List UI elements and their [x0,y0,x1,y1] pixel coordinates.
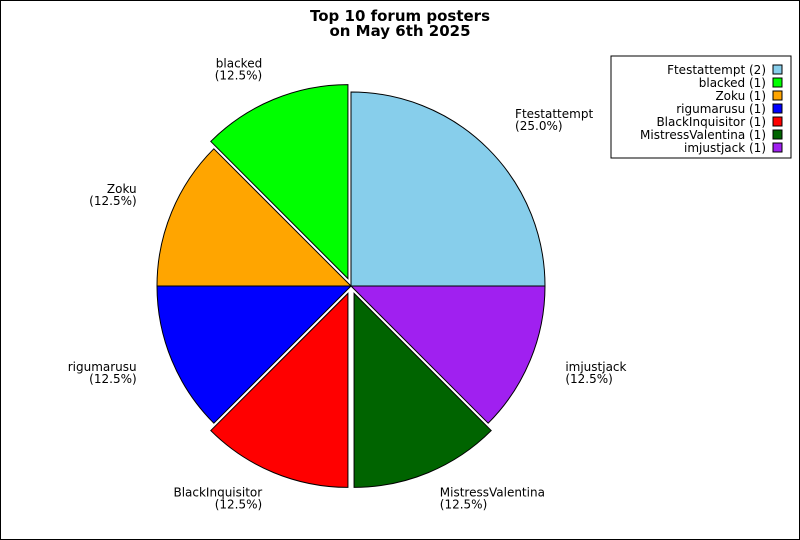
pie-slice-rigumarusu [156,285,353,424]
legend-label-ftestattempt: Ftestattempt (2) [667,63,766,77]
legend-label-blackinquisitor: BlackInquisitor (1) [656,115,766,129]
legend-items: Ftestattempt (2)blacked (1)Zoku (1)rigum… [640,63,783,155]
legend-box [610,55,792,159]
legend-swatch-rigumarusu [772,103,783,114]
legend-label-rigumarusu: rigumarusu (1) [676,102,766,116]
slice-label-rigumarusu: rigumarusu (12.5%) [68,360,137,386]
legend: Ftestattempt (2)blacked (1)Zoku (1)rigum… [610,55,792,159]
legend-swatch-blackinquisitor [772,116,783,127]
pie-slice-zoku [156,148,353,287]
legend-label-zoku: Zoku (1) [715,89,766,103]
legend-swatch-ftestattempt [772,64,783,75]
legend-label-imjustjack: imjustjack (1) [684,141,766,155]
legend-label-mistressvalentina: MistressValentina (1) [640,128,766,142]
slice-label-ftestattempt: Ftestattempt (25.0%) [515,107,593,133]
slice-label-imjustjack: imjustjack (12.5%) [565,360,626,386]
slice-label-blackinquisitor: BlackInquisitor (12.5%) [173,485,262,511]
slice-label-blacked: blacked (12.5%) [215,57,262,83]
slice-label-zoku: Zoku (12.5%) [89,182,136,208]
pie-slice-mistressvalentina [353,292,492,488]
slice-labels: Ftestattempt (25.0%) imjustjack (12.5%) Mist… [68,57,627,512]
legend-label-blacked: blacked (1) [699,76,766,90]
chart-subtitle: on May 6th 2025 [329,22,470,40]
legend-swatch-imjustjack [772,142,783,153]
pie-slice-blackinquisitor [210,292,349,488]
legend-swatch-blacked [772,77,783,88]
pie-slices [156,84,546,488]
legend-swatch-mistressvalentina [772,129,783,140]
pie-slice-imjustjack [349,285,546,424]
legend-swatch-zoku [772,90,783,101]
chart-title: Top 10 forum posters [310,7,490,25]
slice-label-mistressvalentina: MistressValentina (12.5%) [440,485,545,511]
pie-slice-ftestattempt [350,91,546,287]
pie-slice-blacked [210,84,349,280]
